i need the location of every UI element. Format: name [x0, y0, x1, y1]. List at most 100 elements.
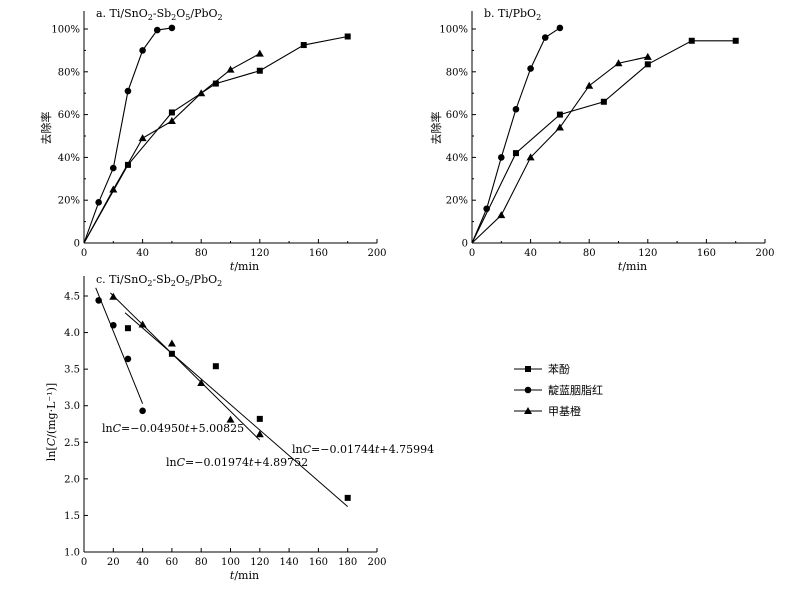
- panel-c: 0 20 40 60 80 100 120 140 160 180 200 1.0 1.5 2.0 2.5 3…: [45, 273, 434, 582]
- data-point-phenol: [124, 325, 131, 332]
- panel-title-part: 2: [148, 13, 153, 22]
- data-point-phenol: [732, 37, 739, 44]
- panel-title-part: 2: [218, 13, 223, 22]
- x-tick-label: 0: [81, 557, 87, 568]
- x-tick-label: 120: [250, 248, 269, 259]
- series-line-methyl_orange: [83, 53, 261, 244]
- data-point-phenol: [344, 494, 351, 501]
- x-axis-label-var: t: [618, 260, 623, 273]
- data-point-methyl_orange: [614, 59, 623, 67]
- panel-title-part: b. Ti/PbO: [484, 7, 536, 20]
- panel-title-part: O: [176, 273, 185, 286]
- y-tick-label: 2.0: [64, 474, 80, 485]
- data-point-methyl_orange: [255, 430, 264, 438]
- x-axis-label: t/min: [618, 260, 647, 273]
- x-tick-label: 20: [107, 557, 120, 568]
- x-tick-label: 100: [221, 557, 240, 568]
- x-axis-label-unit: /min: [234, 260, 259, 273]
- data-point-phenol: [212, 363, 219, 370]
- data-point-methyl_orange: [255, 49, 264, 57]
- y-tick-label: 60%: [446, 110, 468, 121]
- panel-title: a. Ti/SnO2-Sb2O5/PbO2: [96, 7, 223, 22]
- x-tick-label: 80: [195, 557, 208, 568]
- y-tick-label: 3.5: [64, 365, 80, 376]
- y-tick-label: 1.0: [64, 548, 80, 559]
- x-tick-label: 80: [195, 248, 208, 259]
- equation-part: +4.89752: [253, 456, 308, 469]
- x-tick-label: 40: [136, 557, 149, 568]
- legend-marker-methyl_orange: [524, 407, 532, 414]
- panel-a: 0 40 80 120 160 200 0 20% 40% 60% 80% 100% a. Ti/SnO…: [39, 7, 387, 273]
- data-point-methyl_orange: [138, 134, 147, 142]
- y-axis-label: ln[C/(mg·L⁻¹)]: [45, 383, 58, 461]
- y-tick-label: 3.0: [64, 401, 80, 412]
- y-tick-label: 40%: [58, 153, 80, 164]
- fit-equation-phenol: lnC=−0.01744t+4.75994: [292, 443, 434, 456]
- data-point-methyl_orange: [555, 123, 564, 131]
- equation-part: C: [113, 422, 122, 435]
- x-tick-label: 200: [367, 248, 386, 259]
- legend-marker-phenol: [525, 366, 531, 372]
- legend-label-acid_red: 靛蓝胭脂红: [548, 383, 603, 397]
- data-point-acid_red: [124, 355, 132, 363]
- data-point-phenol: [556, 111, 563, 118]
- data-point-phenol: [300, 42, 307, 49]
- x-tick-label: 200: [367, 557, 386, 568]
- data-point-acid_red: [139, 47, 146, 54]
- equation-part: +4.75994: [379, 443, 434, 456]
- panel-title-part: -Sb: [153, 7, 171, 20]
- panel-title-part: 2: [147, 279, 152, 288]
- data-point-methyl_orange: [585, 81, 594, 89]
- data-point-phenol: [168, 109, 175, 116]
- panel-title-part: 2: [217, 279, 222, 288]
- y-label-var: C: [45, 437, 58, 446]
- data-point-phenol: [688, 37, 695, 44]
- y-tick-label: 60%: [58, 110, 80, 121]
- y-label-part: ln[: [45, 446, 58, 461]
- panel-title-part: O: [176, 7, 185, 20]
- panel-title: b. Ti/PbO2: [484, 7, 541, 22]
- fit-equation-acid_red: lnC=−0.04950t+5.00825: [102, 422, 244, 435]
- x-tick-label: 160: [309, 557, 328, 568]
- panel-title-part: c. Ti/SnO: [96, 273, 147, 286]
- fit-line-methyl_orange: [110, 292, 261, 441]
- data-point-methyl_orange: [497, 211, 506, 219]
- data-point-methyl_orange: [643, 52, 652, 60]
- x-axis-label-unit: /min: [234, 569, 259, 582]
- y-tick-label: 40%: [446, 153, 468, 164]
- data-point-methyl_orange: [197, 89, 206, 97]
- panel-title-part: 2: [171, 13, 176, 22]
- data-point-methyl_orange: [167, 339, 176, 347]
- equation-part: ln: [166, 456, 177, 469]
- x-tick-label: 200: [755, 248, 774, 259]
- data-point-methyl_orange: [526, 153, 535, 161]
- y-tick-label: 2.5: [64, 438, 80, 449]
- x-axis-label: t/min: [230, 569, 259, 582]
- x-tick-label: 120: [250, 557, 269, 568]
- x-tick-label: 160: [309, 248, 328, 259]
- x-tick-label: 0: [469, 248, 475, 259]
- x-tick-label: 140: [280, 557, 299, 568]
- panel-title: c. Ti/SnO2-Sb2O5/PbO2: [96, 273, 222, 288]
- x-tick-label: 180: [338, 557, 357, 568]
- x-tick-label: 160: [697, 248, 716, 259]
- x-axis-label-unit: /min: [622, 260, 647, 273]
- equation-part: +5.00825: [189, 422, 244, 435]
- panel-title-part: -Sb: [152, 273, 170, 286]
- data-point-phenol: [344, 33, 351, 40]
- x-tick-label: 0: [81, 248, 87, 259]
- x-tick-label: 120: [638, 248, 657, 259]
- data-point-methyl_orange: [226, 415, 235, 423]
- data-point-acid_red: [168, 24, 176, 32]
- y-tick-label: 4.0: [64, 328, 80, 339]
- y-tick-label: 1.5: [64, 511, 80, 522]
- data-point-acid_red: [483, 205, 490, 213]
- legend-label-methyl_orange: 甲基橙: [548, 404, 581, 418]
- data-point-phenol: [600, 98, 607, 105]
- data-point-phenol: [256, 67, 263, 74]
- x-tick-label: 40: [524, 248, 537, 259]
- panel-title-part: /PbO: [190, 273, 217, 286]
- y-tick-label: 20%: [446, 196, 468, 207]
- panel-title-part: /PbO: [190, 7, 217, 20]
- panel-title-part: a. Ti/SnO: [96, 7, 148, 20]
